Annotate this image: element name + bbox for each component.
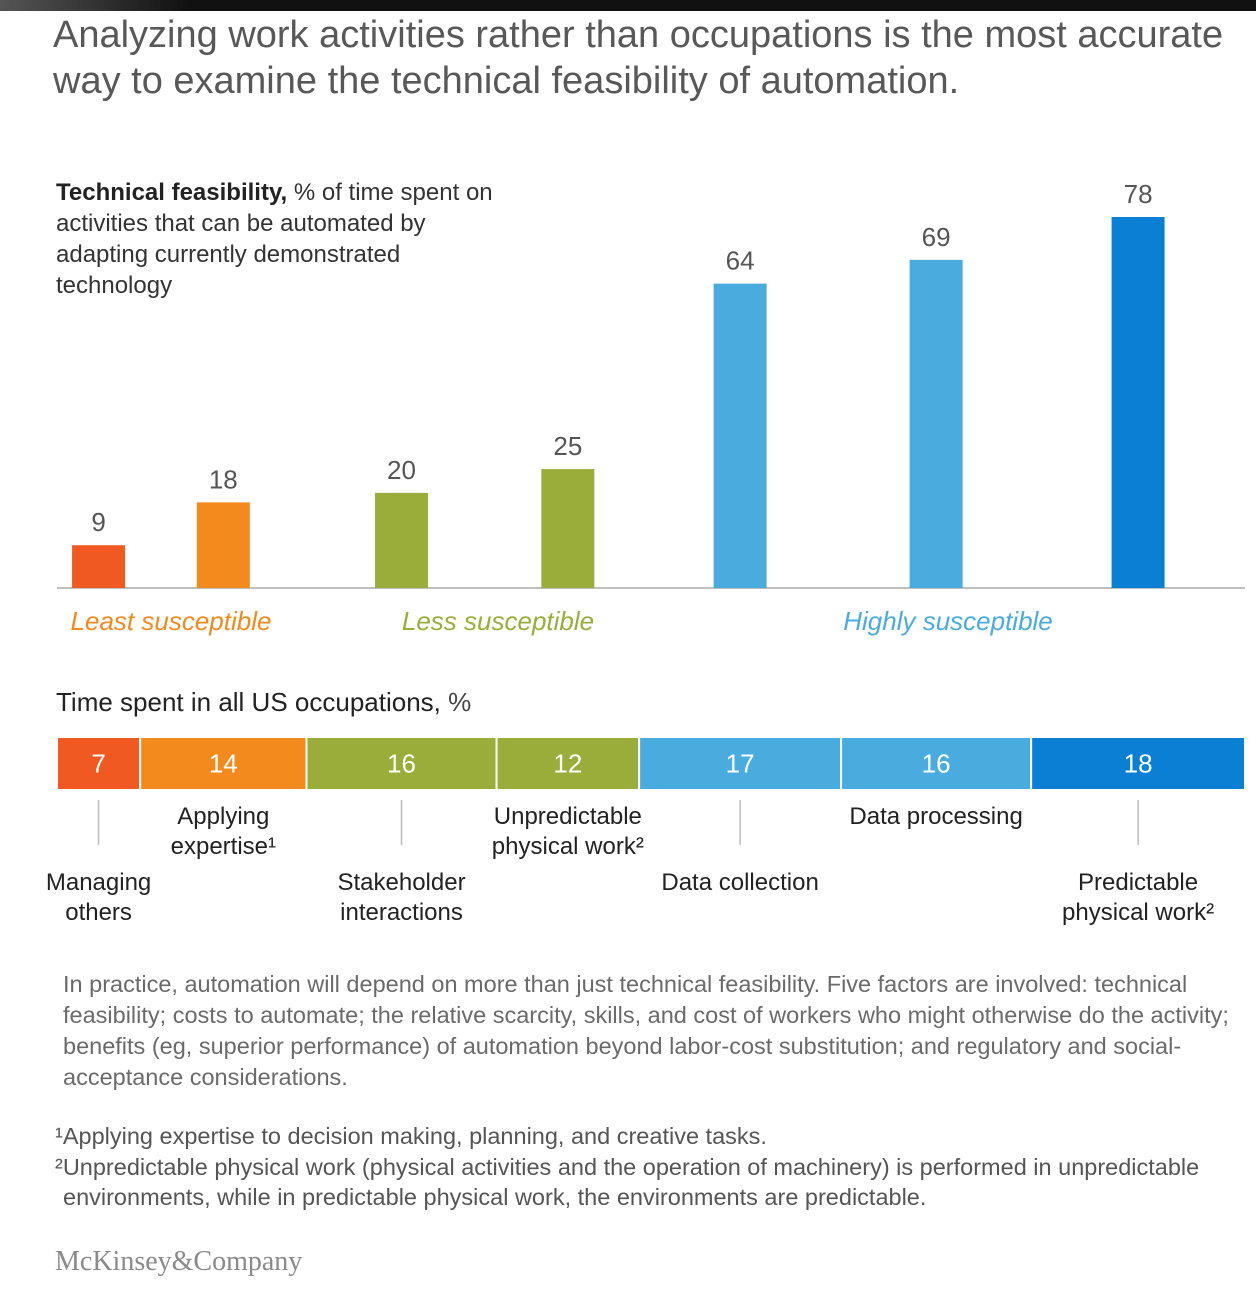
segment-label: 17 [726, 749, 755, 779]
category-label: Applying expertise¹ [170, 803, 276, 860]
footnote: ¹Applying expertise to decision making, … [55, 1123, 767, 1149]
bar [1111, 217, 1165, 588]
group-label: Less susceptible [401, 606, 595, 636]
footnotes: ¹Applying expertise to decision making, … [55, 1121, 1245, 1213]
segment [305, 736, 498, 791]
segment [840, 736, 1033, 791]
segment-label: 16 [387, 749, 416, 779]
bar [713, 283, 767, 588]
bar [72, 545, 126, 588]
unit: % [448, 687, 472, 717]
value-label: 64 [726, 246, 755, 276]
category-label: Stakeholder interactions [337, 869, 466, 926]
group-label: Least susceptible [70, 606, 272, 636]
value-label: 18 [209, 464, 238, 494]
chart-title-text: Time spent in all US occupations, [56, 687, 441, 717]
category-label: Data processing [849, 803, 1023, 830]
value-label: 78 [1124, 179, 1153, 209]
segment [139, 736, 308, 791]
segment-label: 16 [922, 749, 951, 779]
segment [1030, 736, 1247, 791]
segment [56, 736, 142, 791]
value-label: 25 [553, 431, 582, 461]
bar [375, 492, 429, 588]
category-label: Unpredictable physical work² [491, 803, 644, 860]
page-title: Analyzing work activities rather than oc… [53, 14, 1224, 102]
category-label: Predictable physical work² [1062, 869, 1215, 926]
bar [909, 259, 963, 588]
source: McKinsey&Company [55, 1246, 303, 1277]
footnote: ²Unpredictable physical work (physical a… [55, 1153, 1200, 1211]
chart-subtitle-text: % of time spent on activities that can b… [56, 179, 493, 299]
bar [196, 502, 250, 588]
value-label: 20 [387, 455, 416, 485]
bar [541, 469, 595, 588]
segment-label: 18 [1124, 749, 1153, 779]
chart-subtitle: Technical feasibility, % of time spent o… [56, 177, 496, 301]
segment-label: 7 [91, 749, 105, 779]
segment [638, 736, 843, 791]
category-label: Data collection [661, 869, 819, 896]
top-rule [0, 0, 1256, 11]
category-label: Managing others [45, 869, 152, 926]
segment-label: 14 [209, 749, 238, 779]
segment-label: 12 [553, 749, 582, 779]
chart-title: Technical feasibility, [56, 179, 288, 206]
value-label: 9 [91, 507, 105, 537]
chart-title: Time spent in all US occupations, % [56, 686, 471, 718]
value-label: 69 [922, 222, 951, 252]
note: In practice, automation will depend on m… [63, 971, 1229, 1090]
group-label: Highly susceptible [843, 606, 1053, 636]
